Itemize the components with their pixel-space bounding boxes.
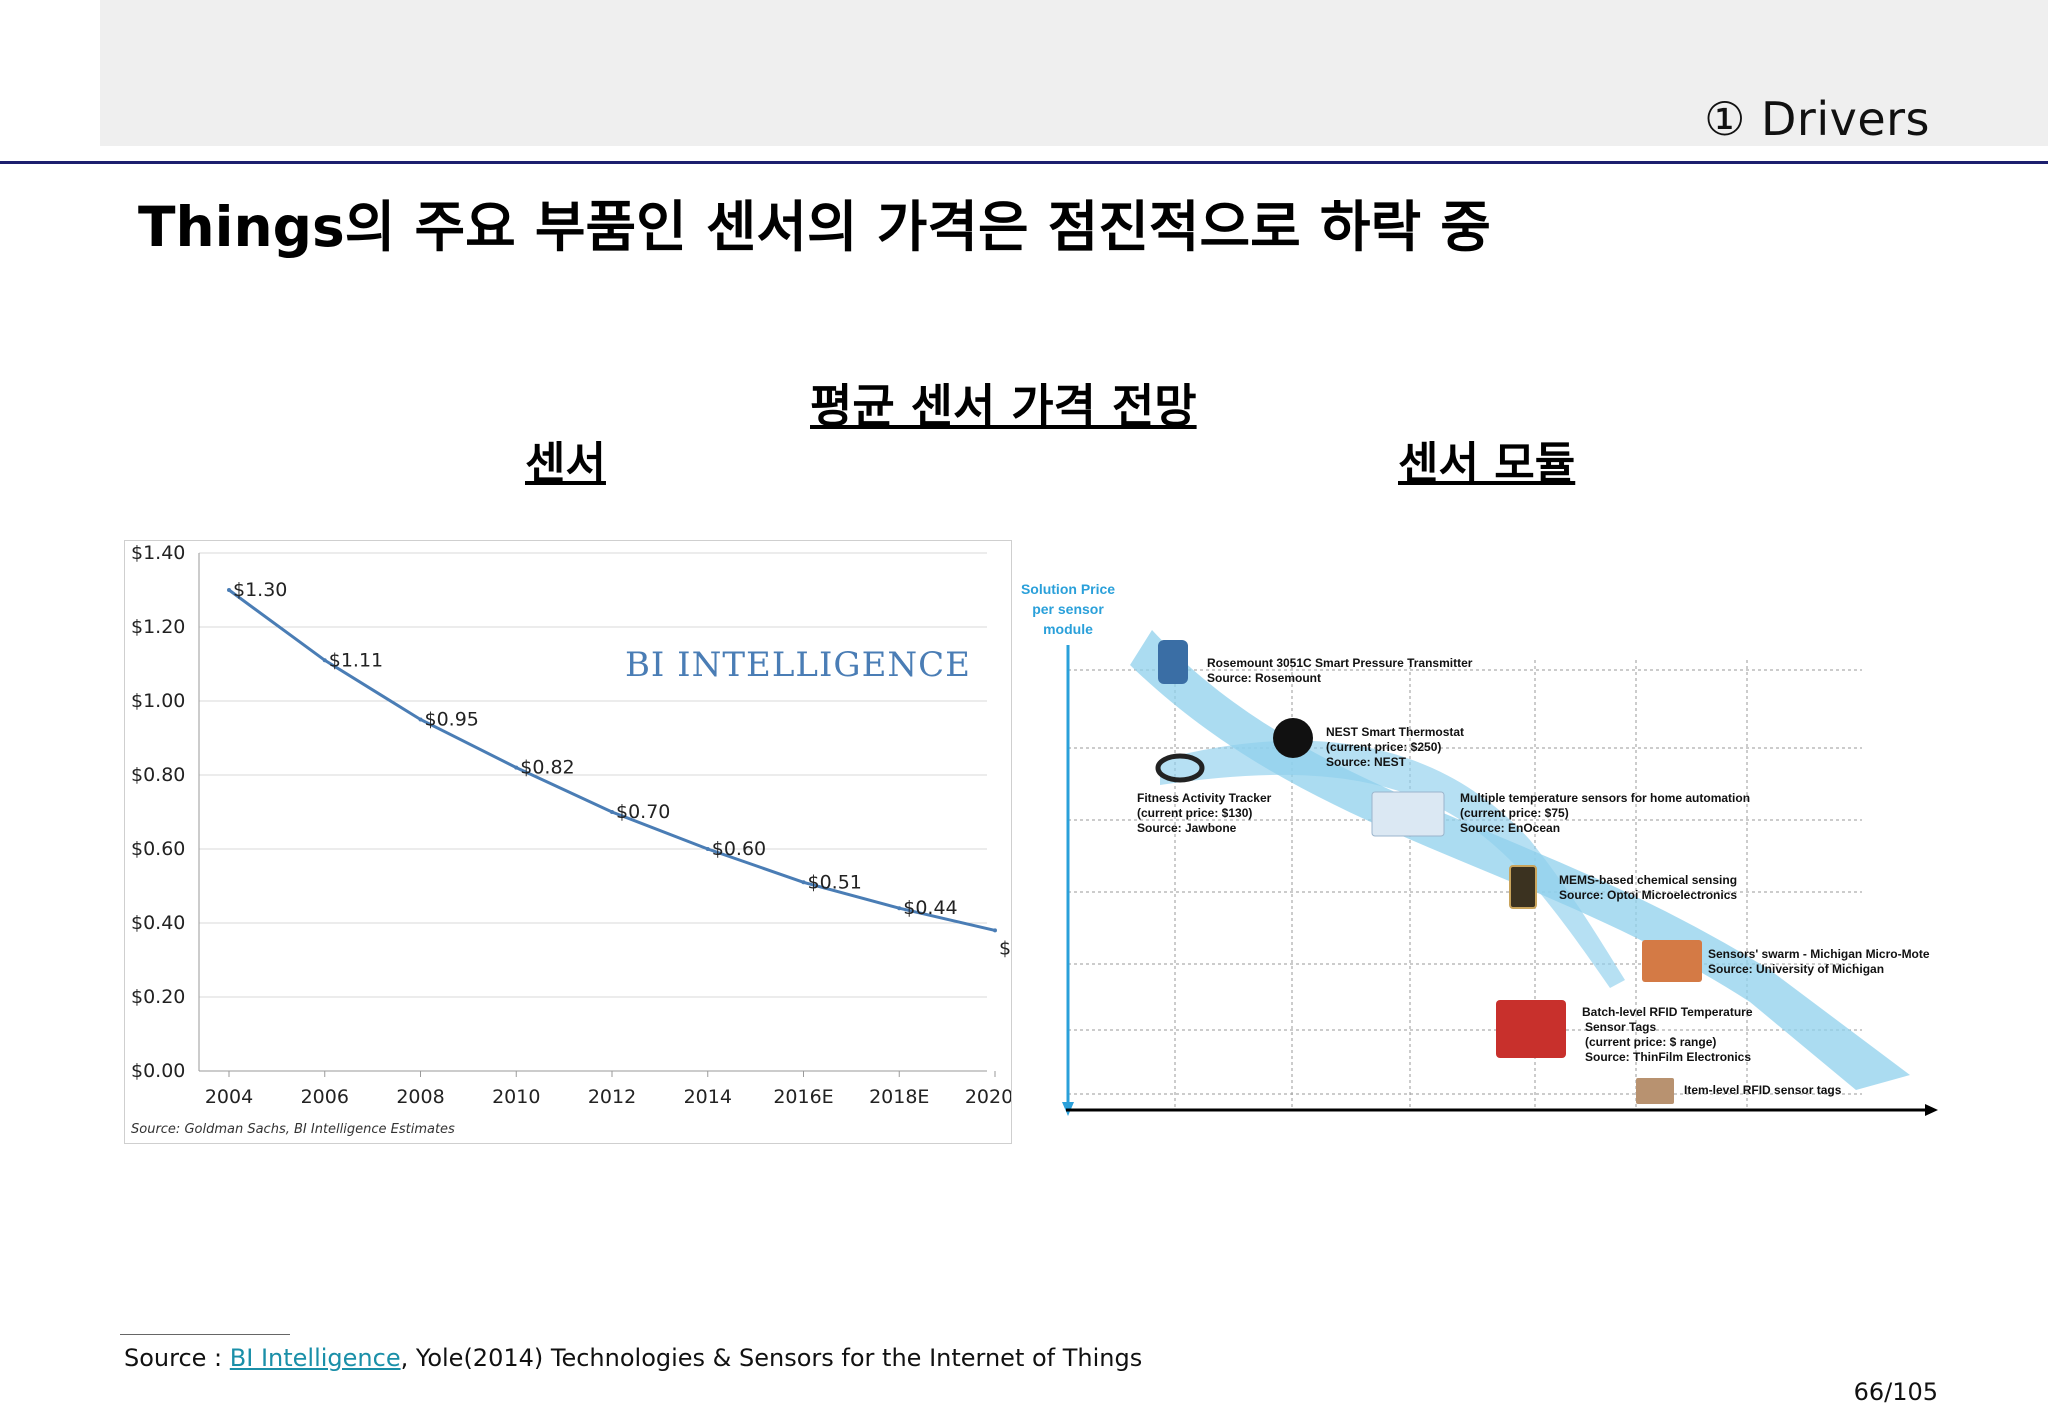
y-tick-label: $0.80 <box>131 764 185 786</box>
annotation-title: Batch-level RFID Temperature <box>1582 1005 1753 1019</box>
data-label: $0.82 <box>520 757 574 779</box>
mems-sensor-icon <box>1509 865 1537 909</box>
y-tick-label: $0.00 <box>131 1060 185 1082</box>
chart-subtitle: 평균 센서 가격 전망 <box>810 379 1197 433</box>
header-band <box>100 0 2048 146</box>
footnote-rule <box>120 1334 290 1335</box>
temperature-sensors-icon <box>1371 791 1445 837</box>
data-point <box>897 906 902 911</box>
annotation-title: Item-level RFID sensor tags <box>1684 1083 1842 1097</box>
price-line <box>228 588 996 932</box>
pressure-transmitter-icon <box>1158 640 1188 684</box>
x-tick-label: 2012 <box>588 1086 636 1108</box>
y-tick-label: $1.00 <box>131 690 185 712</box>
data-point <box>227 588 231 592</box>
rfid-tag-icon <box>1636 1078 1674 1104</box>
annotation-line: Source: University of Michigan <box>1708 962 1884 976</box>
y-tick-label: $0.40 <box>131 912 185 934</box>
annotation-line: Sensor Tags <box>1585 1020 1656 1034</box>
x-tick-label: 2020E <box>965 1086 1011 1108</box>
x-tick-label: 2018E <box>869 1086 929 1108</box>
y-tick-label: $0.20 <box>131 986 185 1008</box>
fitness-tracker-icon <box>1155 753 1205 783</box>
watermark-text: BI INTELLIGENCE <box>625 645 971 685</box>
y-tick-label: $1.20 <box>131 616 185 638</box>
header-rule <box>0 161 2048 164</box>
sensor-module-label: 센서 모듈 <box>1398 438 1576 489</box>
data-point <box>322 658 327 663</box>
footnote-rest: , Yole(2014) Technologies & Sensors for … <box>400 1344 1143 1372</box>
annotation-line: (current price: $ range) <box>1585 1035 1716 1049</box>
footnote: Source : BI Intelligence, Yole(2014) Tec… <box>124 1344 1142 1372</box>
micro-mote-icon <box>1642 940 1702 982</box>
x-tick-label: 2004 <box>205 1086 253 1108</box>
y-tick-label: $1.40 <box>131 542 185 564</box>
data-label: $0.44 <box>903 897 957 919</box>
y-axis-label: per sensor <box>1032 601 1104 617</box>
data-label: $0.95 <box>425 709 479 731</box>
y-axis-label: module <box>1043 621 1093 637</box>
annotation-title: Rosemount 3051C Smart Pressure Transmitt… <box>1207 656 1473 670</box>
annotation-line: Source: NEST <box>1326 755 1407 769</box>
data-point <box>705 847 710 851</box>
annotation-line: Source: Optoi Microelectronics <box>1559 888 1737 902</box>
slide-title: Things의 주요 부품인 센서의 가격은 점진적으로 하락 중 <box>138 195 1491 259</box>
x-tick-label: 2016E <box>773 1086 833 1108</box>
annotation-title: MEMS-based chemical sensing <box>1559 873 1737 887</box>
data-label: $0.51 <box>808 871 862 893</box>
data-point <box>610 810 614 814</box>
x-tick-label: 2014 <box>684 1086 732 1108</box>
sensor-module-diagram-svg: Solution Price per sensor module Rosemount … <box>1021 581 1938 1116</box>
annotation-title: Sensors' swarm - Michigan Micro-Mote <box>1708 947 1930 961</box>
annotation-line: Source: ThinFilm Electronics <box>1585 1050 1751 1064</box>
thermostat-icon <box>1273 718 1313 758</box>
data-point <box>801 880 806 885</box>
y-tick-label: $0.60 <box>131 838 185 860</box>
bi-intelligence-link[interactable]: BI Intelligence <box>229 1344 401 1372</box>
annotation-line: (current price: $130) <box>1137 806 1252 820</box>
y-axis-label: Solution Price <box>1021 581 1115 597</box>
x-tick-label: 2010 <box>492 1086 540 1108</box>
sensor-price-chart: $0.00 $0.20 $0.40 $0.60 $0.80 $1.00 $1.20 $1.40… <box>124 540 1012 1144</box>
annotation-title: Multiple temperature sensors for home au… <box>1460 791 1750 805</box>
annotation-title: NEST Smart Thermostat <box>1326 725 1464 739</box>
rfid-temperature-icon <box>1496 1000 1566 1058</box>
annotation-title: Fitness Activity Tracker <box>1137 791 1272 805</box>
data-label: $0.38 <box>999 937 1011 959</box>
annotation-line: Source: EnOcean <box>1460 821 1560 835</box>
secondary-trend-arrow <box>1160 740 1625 988</box>
data-label: $1.30 <box>233 579 287 601</box>
annotation-line: Source: Rosemount <box>1207 671 1321 685</box>
sensor-module-diagram: Solution Price per sensor module Rosemount … <box>1010 570 1950 1130</box>
data-label: $0.60 <box>712 838 766 860</box>
data-point <box>514 765 519 770</box>
sensor-price-chart-svg: $0.00 $0.20 $0.40 $0.60 $0.80 $1.00 $1.20 $1.40… <box>131 542 1011 1137</box>
time-axis-arrowhead <box>1925 1104 1938 1116</box>
data-point <box>418 717 423 722</box>
data-point <box>993 928 997 933</box>
footnote-prefix: Source : <box>124 1344 230 1372</box>
x-tick-label: 2006 <box>301 1086 349 1108</box>
x-tick-label: 2008 <box>396 1086 444 1108</box>
annotation-line: Source: Jawbone <box>1137 821 1237 835</box>
annotation-line: (current price: $250) <box>1326 740 1441 754</box>
page-number: 66/105 <box>1853 1378 1938 1406</box>
data-label: $0.70 <box>616 801 670 823</box>
data-label: $1.11 <box>329 649 383 671</box>
chart-source: Source: Goldman Sachs, BI Intelligence E… <box>131 1122 455 1137</box>
sensor-label: 센서 <box>525 438 606 489</box>
annotation-line: (current price: $75) <box>1460 806 1569 820</box>
section-label: ① Drivers <box>1704 92 1930 146</box>
